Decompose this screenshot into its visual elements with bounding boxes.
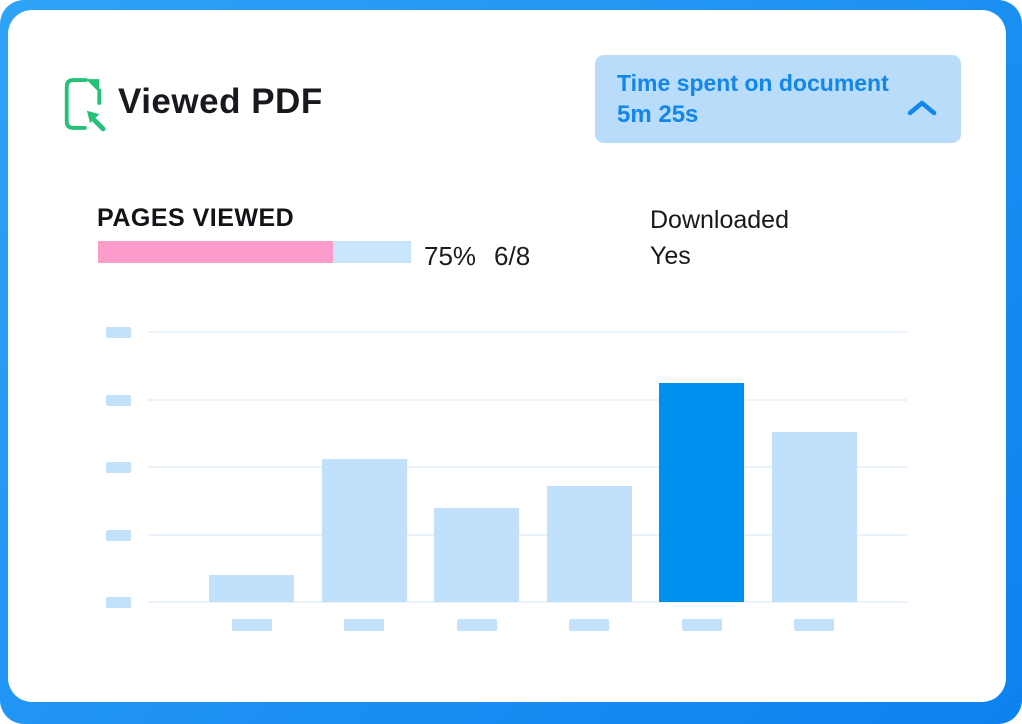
pages-viewed-progress-fill — [98, 241, 333, 263]
x-axis-tick-placeholder — [344, 619, 384, 631]
y-axis-tick-placeholder — [106, 462, 131, 473]
x-axis-tick-placeholder — [794, 619, 834, 631]
x-axis-tick-placeholder — [681, 619, 722, 631]
bar — [546, 485, 632, 602]
document-arrow-icon — [60, 76, 106, 132]
gridline — [148, 398, 907, 401]
chart-gridlines — [106, 327, 907, 608]
chart-bars — [148, 332, 907, 631]
y-axis-tick-placeholder — [106, 327, 131, 338]
x-axis-tick-placeholder — [569, 619, 609, 631]
pages-viewed-label: PAGES VIEWED — [97, 204, 295, 232]
chevron-up-icon[interactable] — [907, 99, 937, 117]
gridline — [148, 466, 907, 468]
bar-slot — [434, 332, 519, 631]
bar-slot — [321, 332, 407, 631]
gridline — [148, 331, 907, 333]
viewed-pdf-card: Viewed PDF Time spent on document 5m 25s… — [8, 10, 1006, 702]
bar-slot — [771, 332, 857, 631]
bar — [209, 575, 294, 602]
y-axis-tick-placeholder — [106, 597, 131, 608]
bar — [771, 431, 857, 602]
downloaded-value: Yes — [650, 242, 691, 270]
gridline — [148, 601, 907, 603]
time-spent-badge[interactable]: Time spent on document 5m 25s — [595, 55, 961, 143]
pages-viewed-fraction: 6/8 — [494, 241, 531, 271]
pages-viewed-values: 75% 6/8 — [424, 243, 530, 269]
x-axis-tick-placeholder — [231, 619, 272, 631]
bar — [321, 458, 407, 602]
x-axis-tick-placeholder — [456, 619, 497, 631]
bar-highlighted — [659, 383, 744, 602]
bar-slot — [546, 332, 632, 631]
time-spent-value: 5m 25s — [617, 101, 699, 129]
card-title: Viewed PDF — [118, 82, 323, 121]
bar-slot — [209, 332, 294, 631]
y-axis-tick-placeholder — [106, 394, 131, 406]
y-axis-tick-placeholder — [106, 529, 131, 541]
pages-viewed-progress — [98, 241, 411, 263]
time-spent-label: Time spent on document — [617, 70, 889, 96]
bar-slot — [659, 332, 744, 631]
bar — [434, 507, 519, 602]
gridline — [148, 533, 907, 536]
pages-bar-chart — [106, 327, 907, 632]
downloaded-label: Downloaded — [650, 206, 789, 234]
pages-viewed-percent: 75% — [424, 241, 477, 271]
